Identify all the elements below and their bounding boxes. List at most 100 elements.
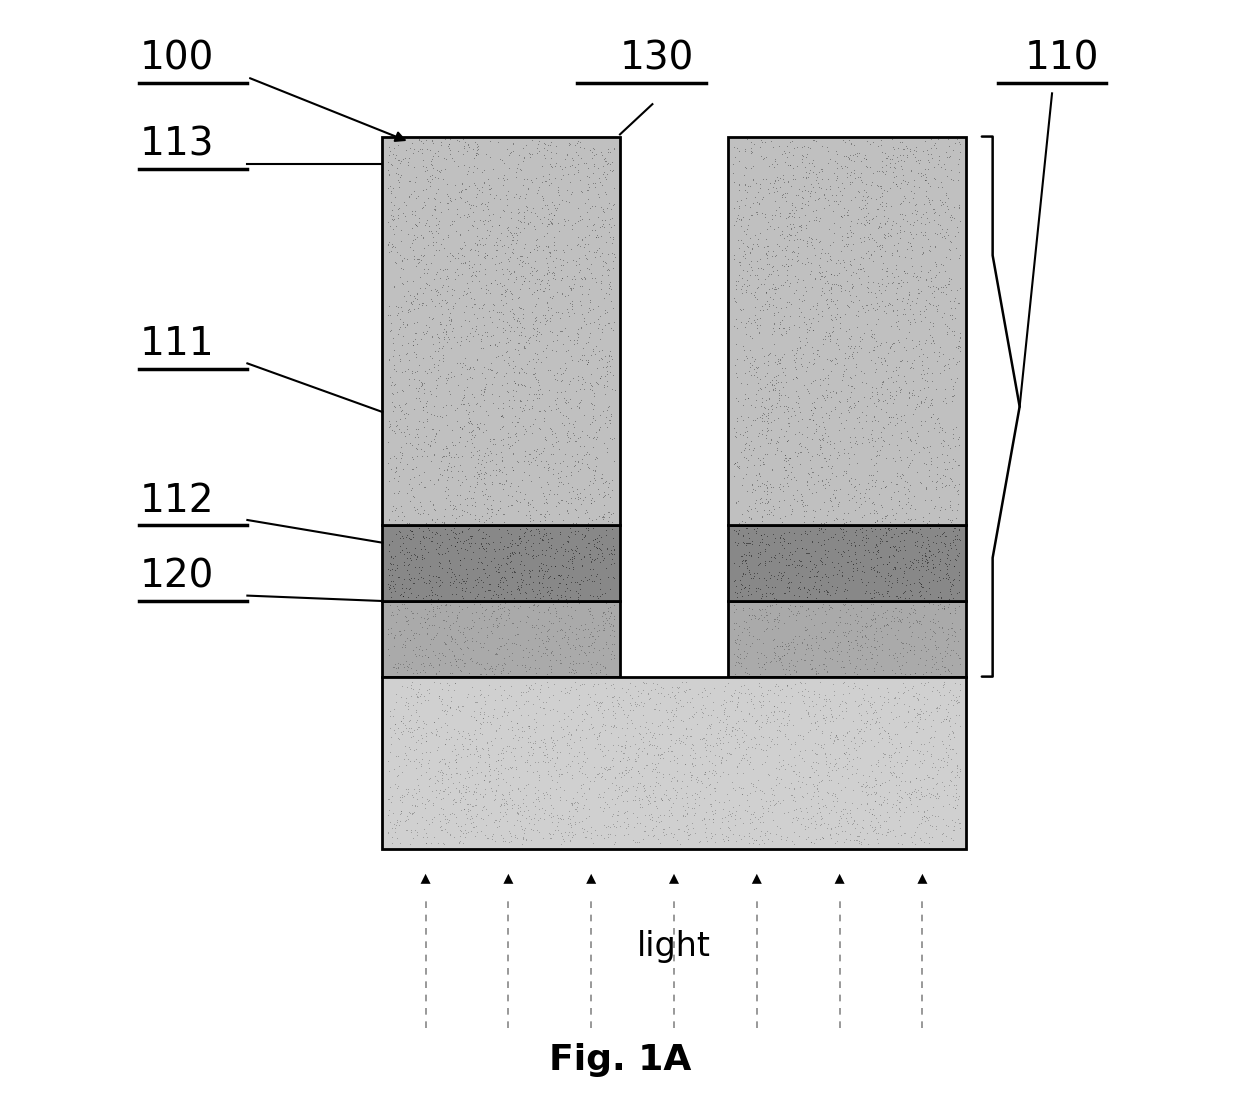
Point: [450, 428, 470, 445]
Point: [475, 785, 495, 803]
Point: [658, 710, 678, 728]
Point: [838, 552, 858, 570]
Point: [750, 490, 770, 508]
Point: [485, 811, 505, 828]
Point: [897, 608, 916, 626]
Point: [578, 303, 598, 321]
Point: [558, 629, 578, 647]
Point: [428, 181, 448, 198]
Point: [676, 755, 696, 772]
Point: [869, 563, 889, 581]
Point: [897, 504, 916, 522]
Point: [422, 156, 441, 174]
Point: [921, 745, 941, 763]
Point: [864, 338, 884, 356]
Point: [564, 276, 584, 293]
Point: [950, 342, 970, 360]
Point: [381, 314, 401, 331]
Point: [475, 466, 495, 484]
Point: [799, 465, 818, 482]
Point: [868, 647, 888, 664]
Point: [556, 757, 575, 775]
Point: [753, 421, 773, 439]
Point: [379, 596, 399, 614]
Point: [874, 201, 894, 219]
Point: [532, 616, 552, 633]
Point: [786, 274, 806, 291]
Point: [391, 166, 410, 184]
Point: [450, 817, 470, 835]
Point: [945, 622, 965, 640]
Point: [502, 644, 522, 662]
Point: [498, 785, 518, 803]
Point: [398, 580, 418, 597]
Point: [569, 637, 589, 654]
Point: [839, 397, 859, 415]
Point: [852, 419, 872, 437]
Point: [838, 547, 858, 565]
Point: [528, 781, 548, 799]
Point: [441, 310, 461, 327]
Point: [495, 617, 515, 635]
Point: [853, 263, 873, 280]
Point: [427, 265, 446, 282]
Point: [750, 451, 770, 468]
Point: [494, 744, 513, 761]
Point: [930, 364, 950, 382]
Point: [653, 820, 673, 838]
Point: [898, 312, 918, 329]
Point: [825, 787, 844, 804]
Point: [777, 534, 797, 551]
Point: [384, 638, 404, 655]
Point: [455, 194, 475, 211]
Point: [804, 579, 823, 596]
Point: [835, 444, 854, 462]
Point: [742, 261, 761, 279]
Point: [489, 629, 508, 647]
Point: [856, 146, 875, 163]
Point: [815, 392, 835, 409]
Point: [558, 422, 578, 440]
Point: [918, 811, 937, 828]
Point: [515, 696, 534, 713]
Point: [528, 789, 548, 806]
Point: [424, 501, 444, 519]
Point: [734, 676, 754, 694]
Point: [451, 726, 471, 744]
Point: [418, 412, 438, 430]
Point: [513, 252, 533, 269]
Point: [419, 222, 439, 240]
Point: [467, 236, 487, 254]
Point: [835, 258, 854, 276]
Point: [608, 806, 627, 824]
Point: [594, 433, 614, 451]
Point: [866, 783, 885, 801]
Point: [914, 196, 934, 213]
Point: [492, 785, 512, 803]
Point: [583, 430, 603, 447]
Point: [482, 375, 502, 393]
Point: [560, 757, 580, 775]
Point: [591, 767, 611, 784]
Point: [568, 754, 588, 771]
Point: [474, 307, 494, 325]
Point: [734, 827, 754, 845]
Point: [823, 732, 843, 749]
Point: [564, 573, 584, 591]
Point: [455, 133, 475, 151]
Point: [727, 833, 746, 850]
Point: [826, 582, 846, 600]
Point: [732, 231, 751, 248]
Point: [599, 474, 619, 491]
Point: [528, 768, 548, 785]
Point: [787, 538, 807, 556]
Point: [446, 754, 466, 771]
Point: [936, 710, 956, 728]
Point: [554, 728, 574, 745]
Point: [696, 682, 715, 699]
Point: [894, 222, 914, 240]
Point: [898, 458, 918, 476]
Point: [923, 328, 942, 346]
Point: [544, 158, 564, 175]
Point: [885, 600, 905, 617]
